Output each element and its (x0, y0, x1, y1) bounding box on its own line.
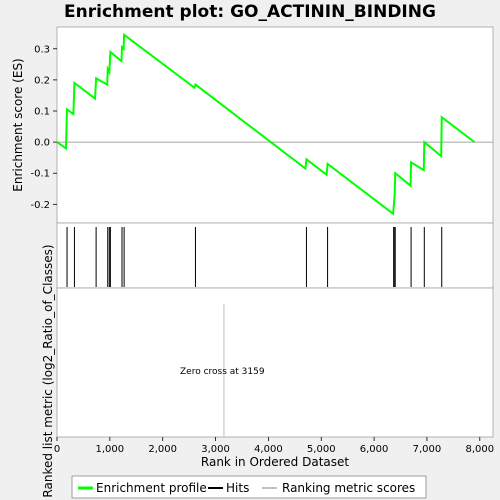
x-tick-label: 6,000 (360, 444, 389, 455)
es-y-tick-label: 0.1 (34, 107, 50, 118)
es-y-axis: 0.3 0.2 0.1 0.0 -0.1 -0.2 (30, 44, 57, 211)
zero-cross-label: Zero cross at 3159 (180, 367, 265, 377)
x-tick-label: 5,000 (307, 444, 336, 455)
legend-label-hits: Hits (226, 481, 249, 495)
metric-y-label: Ranked list metric (log2_Ratio_of_Classe… (41, 244, 55, 497)
es-y-tick-label: 0.0 (34, 138, 50, 149)
es-y-label: Enrichment score (ES) (11, 58, 25, 191)
x-tick-label: 3,000 (201, 444, 230, 455)
x-tick-label: 8,000 (465, 444, 494, 455)
legend-item-ranking-metric: Ranking metric scores (262, 481, 415, 495)
es-y-tick-label: -0.2 (30, 200, 50, 211)
enrichment-profile-line (56, 32, 476, 216)
legend-label-enrichment-profile: Enrichment profile (96, 481, 207, 495)
x-axis-label: Rank in Ordered Dataset (201, 455, 349, 469)
x-tick-label: 2,000 (148, 444, 177, 455)
es-panel (56, 26, 494, 224)
x-tick-label: 0 (54, 444, 60, 455)
chart-title: Enrichment plot: GO_ACTININ_BINDING (64, 2, 436, 22)
legend-label-ranking-metric: Ranking metric scores (282, 481, 415, 495)
es-y-tick-label: 0.2 (34, 75, 50, 86)
x-axis: 0 1,000 2,000 3,000 4,000 5,000 6,000 7,000 8,00… (54, 437, 494, 455)
metric-panel (56, 287, 494, 438)
es-y-tick-label: -0.1 (30, 169, 50, 180)
x-tick-label: 4,000 (254, 444, 283, 455)
x-tick-label: 7,000 (413, 444, 442, 455)
hits-panel (56, 222, 494, 289)
legend-box (71, 475, 427, 499)
es-y-tick-label: 0.3 (34, 44, 50, 55)
legend-item-hits: Hits (208, 481, 249, 495)
hits-marks (66, 227, 443, 287)
legend-item-enrichment-profile: Enrichment profile (78, 481, 207, 495)
x-tick-label: 1,000 (96, 444, 125, 455)
